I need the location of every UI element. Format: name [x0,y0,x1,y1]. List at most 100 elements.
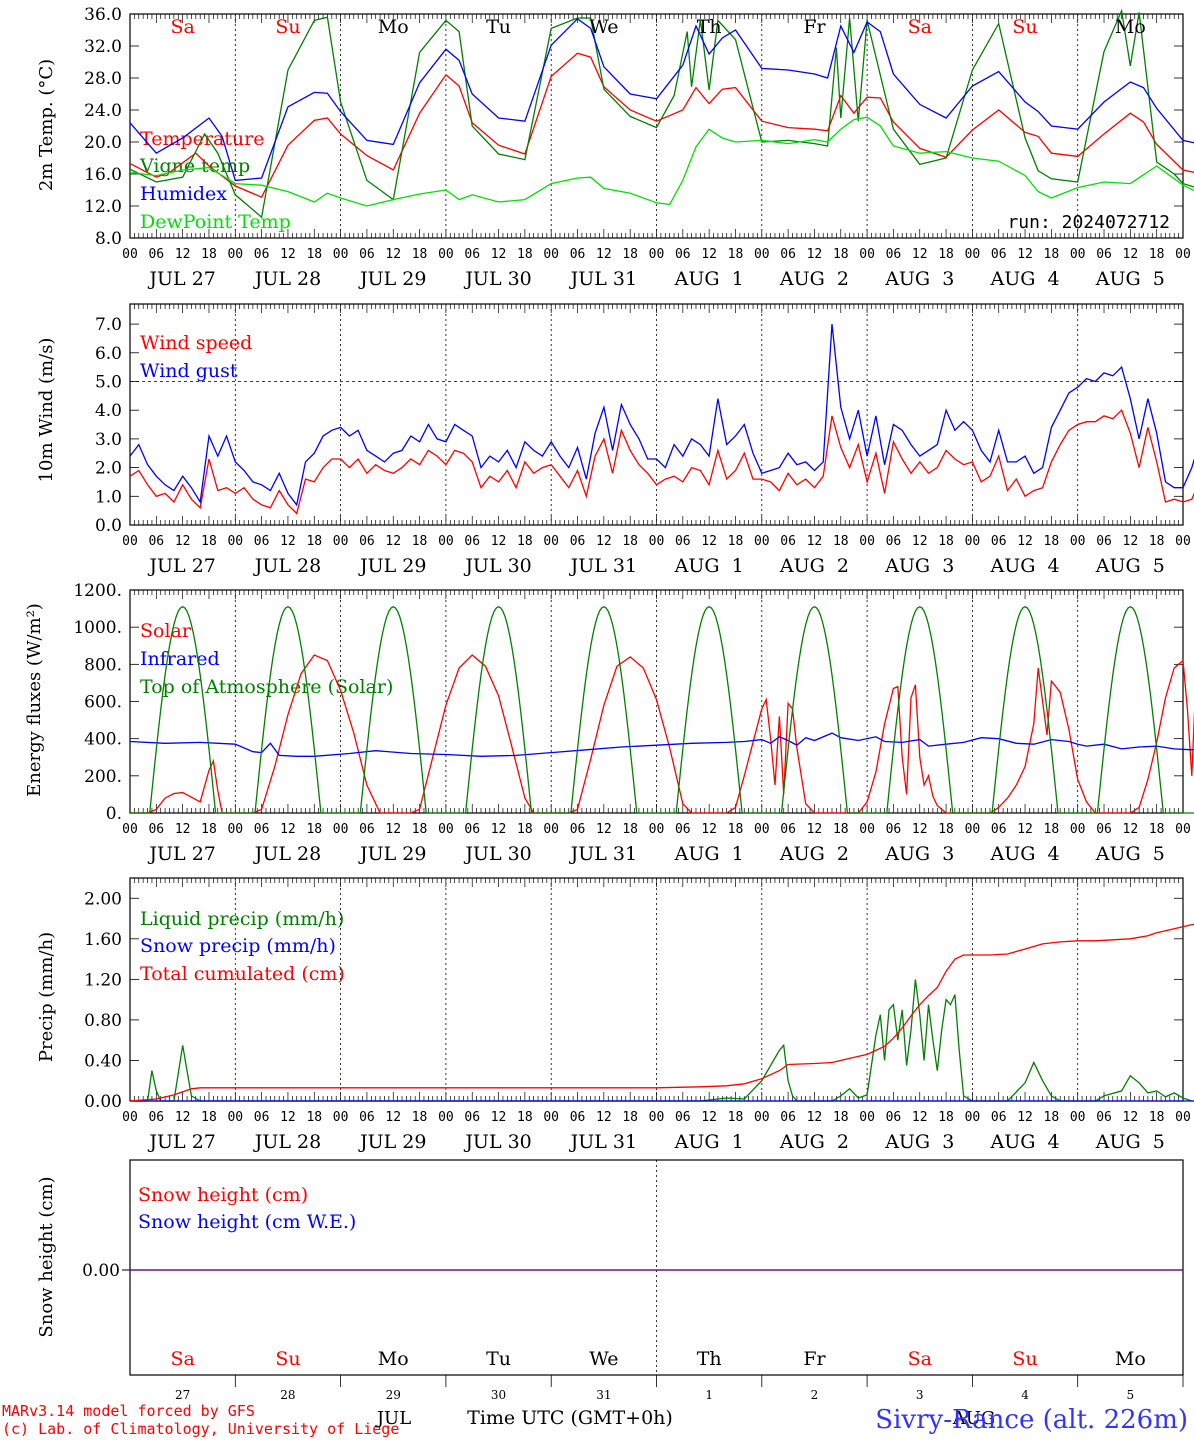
hour-tick-label: 12 [912,534,928,549]
hour-tick-label: 00 [754,822,770,837]
hour-tick-label: 12 [175,247,191,262]
hour-tick-label: 06 [1096,822,1112,837]
hour-tick-label: 06 [464,534,480,549]
hour-tick-label: 00 [859,822,875,837]
hour-tick-label: 12 [1017,822,1033,837]
hour-tick-label: 18 [728,1110,744,1125]
hour-tick-label: 18 [517,1110,533,1125]
hour-tick-label: 06 [570,534,586,549]
hour-tick-label: 00 [333,247,349,262]
weekday-label: Mo [1115,1348,1146,1370]
hour-tick-label: 18 [201,1110,217,1125]
hour-tick-label: 06 [570,247,586,262]
date-label: AUG 4 [990,1131,1060,1153]
date-label: JUL 30 [463,1131,531,1153]
precip-legend-liquid: Liquid precip (mm/h) [140,908,344,930]
hour-tick-label: 06 [359,247,375,262]
hour-tick-label: 12 [912,822,928,837]
hour-tick-label: 06 [254,1110,270,1125]
y-tick-label: 0.40 [84,1051,122,1071]
hour-tick-label: 18 [728,822,744,837]
y-tick-label: 0.0 [95,516,122,536]
hour-tick-label: 12 [175,534,191,549]
date-label: AUG 2 [779,1131,849,1153]
y-tick-label: 2.00 [84,889,122,909]
hour-tick-label: 12 [491,1110,507,1125]
date-label: JUL 29 [358,555,426,577]
hour-tick-label: 06 [359,534,375,549]
weekday-label: Su [275,16,300,38]
date-label: JUL 28 [253,555,321,577]
hour-tick-label: 12 [807,822,823,837]
hour-tick-label: 06 [148,247,164,262]
hour-tick-label: 12 [280,247,296,262]
y-tick-label: 8.0 [95,229,122,249]
hour-tick-label: 06 [464,1110,480,1125]
hour-tick-label: 12 [491,247,507,262]
energy-legend-solar: Solar [140,620,192,642]
hour-tick-label: 12 [491,534,507,549]
y-tick-label: 1200. [73,581,122,601]
temp-legend-humidex: Humidex [140,183,227,205]
energy-panel: Energy fluxes (W/m²) Solar Infrared Top … [24,581,1194,865]
y-tick-label: 400. [84,730,122,750]
hour-tick-label: 18 [622,1110,638,1125]
hour-tick-label: 06 [570,822,586,837]
y-tick-label: 1.20 [84,970,122,990]
hour-tick-label: 12 [596,247,612,262]
hour-tick-label: 12 [701,1110,717,1125]
date-label: JUL 29 [358,1131,426,1153]
hour-tick-label: 12 [807,247,823,262]
weekday-label: Tu [486,16,511,38]
weekday-label: Sa [908,16,932,38]
hour-tick-label: 06 [254,822,270,837]
date-label: AUG 5 [1095,268,1165,290]
hour-tick-label: 00 [543,534,559,549]
weekday-label: We [589,16,618,38]
hour-tick-label: 12 [385,534,401,549]
hour-tick-label: 06 [780,247,796,262]
hour-tick-label: 12 [1017,534,1033,549]
snow-axis-label: Snow height (cm) [36,1176,57,1337]
hour-tick-label: 12 [280,1110,296,1125]
energy-axis-label: Energy fluxes (W/m²) [24,603,45,797]
day-number-label: 3 [916,1388,924,1402]
weekday-label: Mo [378,16,409,38]
x-axis-title: Time UTC (GMT+0h) [467,1407,673,1429]
hour-tick-label: 18 [306,1110,322,1125]
hour-tick-label: 18 [1044,534,1060,549]
hour-tick-label: 18 [201,247,217,262]
hour-tick-label: 00 [649,534,665,549]
hour-tick-label: 12 [701,534,717,549]
hour-tick-label: 00 [227,1110,243,1125]
y-tick-label: 800. [84,655,122,675]
day-number-label: 27 [175,1388,190,1402]
date-label: AUG 2 [779,555,849,577]
series-line-liquid-precip-mm-h- [130,979,1194,1102]
y-tick-label: 20.0 [84,133,122,153]
y-tick-label: 3.0 [95,430,122,450]
hour-tick-label: 06 [148,822,164,837]
hour-tick-label: 12 [491,822,507,837]
day-number-label: 30 [491,1388,506,1402]
hour-tick-label: 12 [385,1110,401,1125]
hour-tick-label: 00 [859,534,875,549]
y-tick-label: 1.60 [84,930,122,950]
wind-panel: 10m Wind (m/s) Wind speed Wind gust 00 06… [36,303,1194,577]
hour-tick-label: 12 [280,822,296,837]
y-tick-label: 28.0 [84,69,122,89]
y-tick-label: 24.0 [84,101,122,121]
day-number-label: 1 [705,1388,713,1402]
hour-tick-label: 18 [938,247,954,262]
date-label: JUL 27 [147,268,215,290]
y-tick-label: 12.0 [84,197,122,217]
series-line-top-of-atmosphere-solar- [130,605,1194,814]
date-label: JUL 27 [147,843,215,865]
hour-tick-label: 12 [385,822,401,837]
hour-tick-label: 00 [965,534,981,549]
hour-tick-label: 12 [385,247,401,262]
hour-tick-label: 18 [517,822,533,837]
hour-tick-label: 00 [543,1110,559,1125]
hour-tick-label: 06 [886,1110,902,1125]
hour-tick-label: 06 [991,1110,1007,1125]
